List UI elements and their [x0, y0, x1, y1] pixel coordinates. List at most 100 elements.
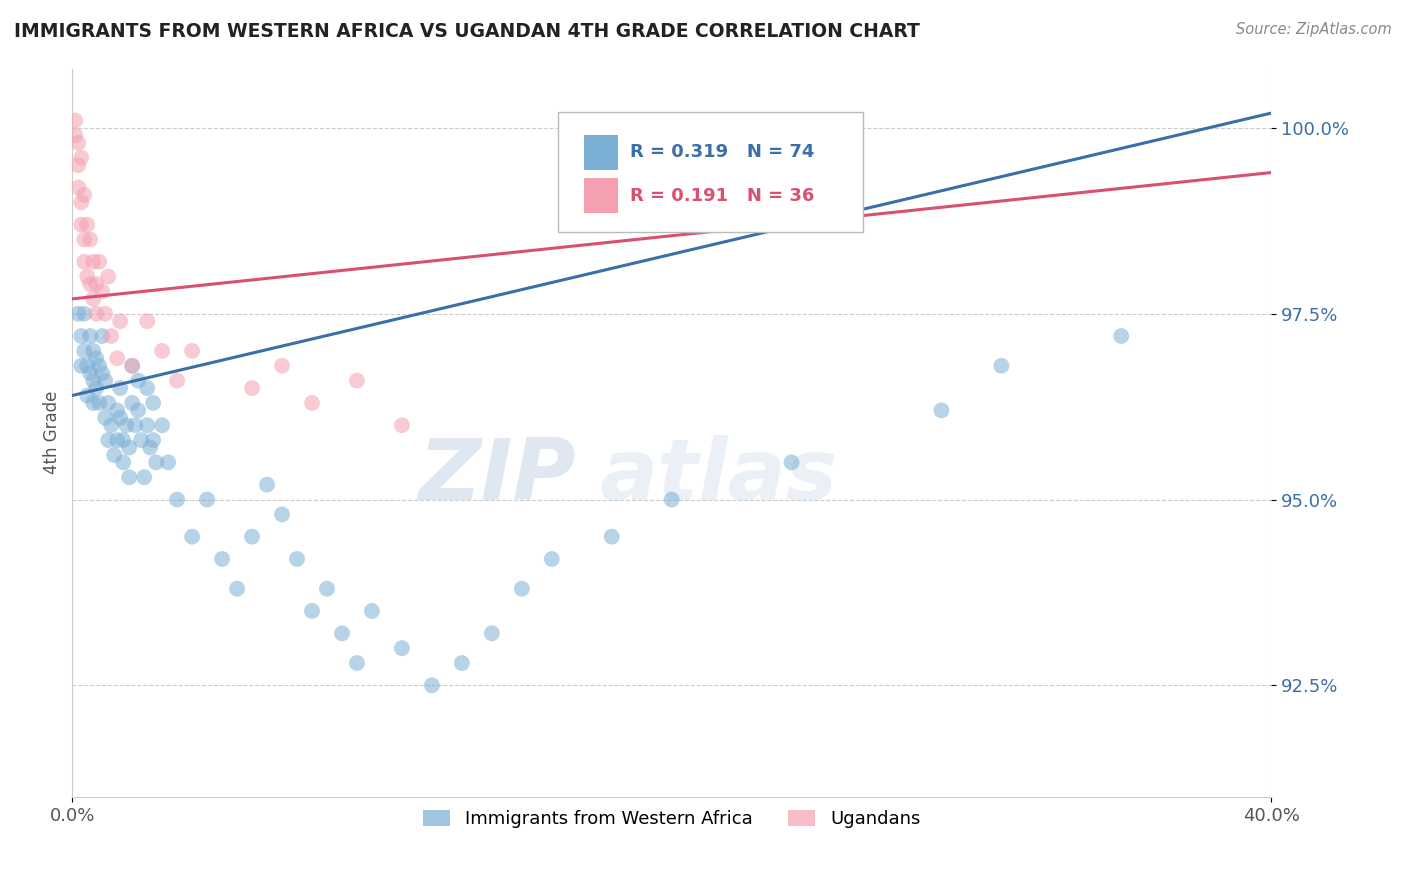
Point: [124, 418, 146, 433]
Point: [510, 582, 533, 596]
Point: [301, 604, 323, 618]
Point: [195, 492, 218, 507]
Point: [89, 359, 111, 373]
Point: [94, 410, 117, 425]
Point: [82, 396, 104, 410]
Point: [142, 396, 165, 410]
Point: [70, 195, 93, 210]
Point: [67, 180, 90, 194]
Point: [84, 277, 107, 291]
Point: [661, 492, 683, 507]
Point: [391, 418, 413, 433]
Point: [73, 187, 96, 202]
Point: [79, 232, 101, 246]
Point: [121, 359, 143, 373]
Point: [89, 254, 111, 268]
Point: [780, 455, 803, 469]
Point: [145, 455, 167, 469]
Point: [1109, 329, 1132, 343]
Point: [65, 128, 87, 143]
Bar: [583, 178, 617, 213]
Text: atlas: atlas: [600, 434, 838, 518]
Y-axis label: 4th Grade: 4th Grade: [44, 391, 60, 475]
Point: [108, 410, 131, 425]
Point: [121, 359, 143, 373]
Point: [118, 470, 141, 484]
Point: [103, 448, 125, 462]
Point: [91, 285, 114, 299]
Text: Source: ZipAtlas.com: Source: ZipAtlas.com: [1236, 22, 1392, 37]
Point: [73, 254, 96, 268]
Point: [391, 641, 413, 656]
Point: [330, 626, 353, 640]
Point: [118, 441, 141, 455]
Text: IMMIGRANTS FROM WESTERN AFRICA VS UGANDAN 4TH GRADE CORRELATION CHART: IMMIGRANTS FROM WESTERN AFRICA VS UGANDA…: [14, 22, 920, 41]
Point: [136, 381, 159, 395]
Text: R = 0.319   N = 74: R = 0.319 N = 74: [630, 144, 814, 161]
Point: [97, 396, 120, 410]
Point: [84, 381, 107, 395]
Point: [67, 158, 90, 172]
Point: [67, 136, 90, 150]
Point: [134, 470, 156, 484]
Point: [316, 582, 339, 596]
Point: [70, 329, 93, 343]
Point: [127, 374, 149, 388]
Point: [142, 433, 165, 447]
Point: [105, 403, 128, 417]
Point: [89, 396, 111, 410]
Point: [82, 374, 104, 388]
Point: [361, 604, 384, 618]
Point: [240, 530, 263, 544]
Point: [65, 113, 87, 128]
Point: [256, 477, 278, 491]
Point: [150, 418, 173, 433]
Point: [70, 151, 93, 165]
Point: [97, 269, 120, 284]
Point: [121, 396, 143, 410]
Point: [136, 314, 159, 328]
Point: [157, 455, 180, 469]
Point: [105, 433, 128, 447]
Bar: [583, 135, 617, 169]
Point: [73, 343, 96, 358]
Point: [84, 307, 107, 321]
Point: [181, 343, 204, 358]
Point: [271, 359, 294, 373]
Point: [76, 359, 98, 373]
Point: [79, 329, 101, 343]
Point: [100, 418, 122, 433]
Point: [70, 359, 93, 373]
Point: [346, 656, 368, 670]
Point: [91, 366, 114, 380]
Point: [108, 314, 131, 328]
Point: [82, 292, 104, 306]
Point: [76, 388, 98, 402]
Point: [211, 552, 233, 566]
Point: [105, 351, 128, 366]
Point: [139, 441, 162, 455]
Legend: Immigrants from Western Africa, Ugandans: Immigrants from Western Africa, Ugandans: [416, 803, 928, 835]
Point: [285, 552, 308, 566]
Point: [84, 351, 107, 366]
Point: [94, 307, 117, 321]
Point: [450, 656, 472, 670]
Point: [540, 552, 562, 566]
Point: [600, 530, 623, 544]
Point: [115, 418, 138, 433]
Point: [97, 433, 120, 447]
Point: [166, 374, 188, 388]
Point: [129, 433, 152, 447]
Point: [931, 403, 953, 417]
FancyBboxPatch shape: [558, 112, 863, 233]
Point: [990, 359, 1012, 373]
Point: [127, 403, 149, 417]
Text: ZIP: ZIP: [418, 434, 575, 518]
Point: [76, 218, 98, 232]
Point: [100, 329, 122, 343]
Point: [73, 307, 96, 321]
Point: [181, 530, 204, 544]
Point: [82, 343, 104, 358]
Point: [82, 254, 104, 268]
Point: [136, 418, 159, 433]
